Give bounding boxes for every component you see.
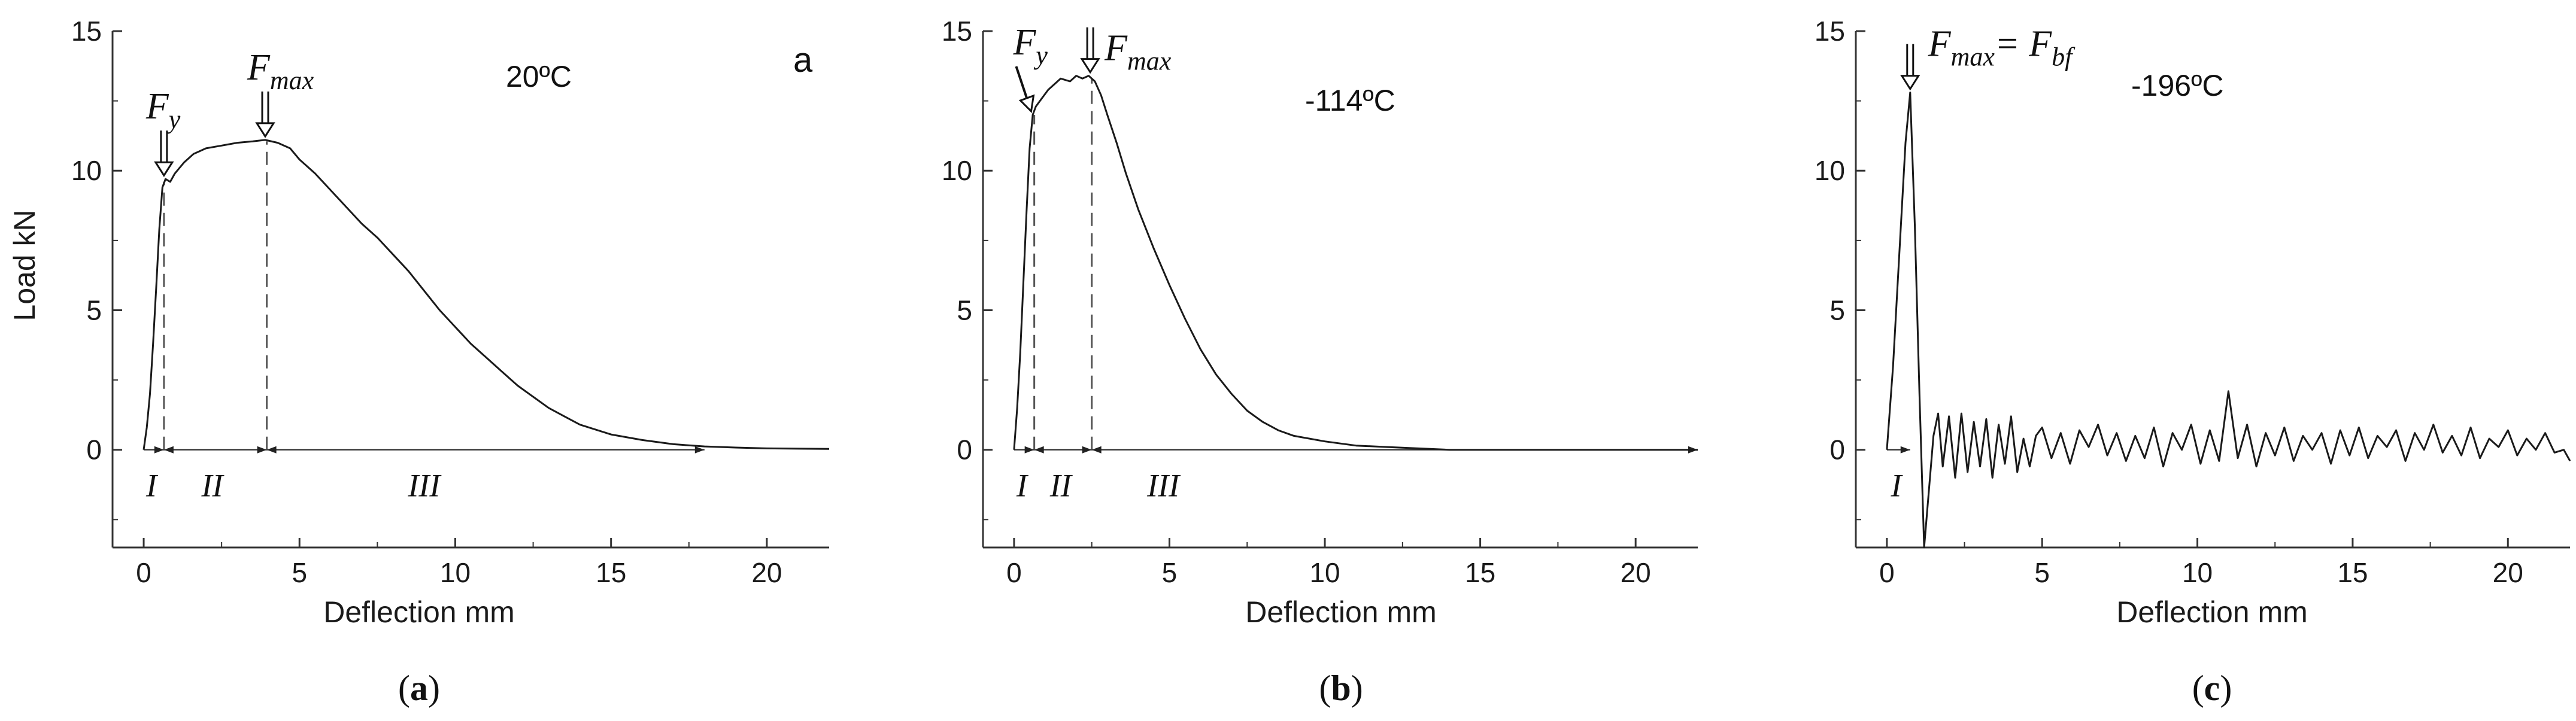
- y-tick-label: 0: [86, 434, 102, 466]
- x-tick-label: 5: [1162, 557, 1178, 588]
- stage-label: III: [1146, 468, 1181, 504]
- baseline-arrowhead: [1900, 446, 1910, 454]
- stage-arrowhead: [1024, 446, 1034, 454]
- y-tick-label: 10: [942, 155, 972, 186]
- stage-label: I: [1890, 468, 1903, 504]
- annotation-label: Fmax: [247, 47, 314, 95]
- y-tick-label: 5: [86, 294, 102, 325]
- stage-arrowhead: [257, 446, 267, 454]
- y-tick-label: 15: [942, 16, 972, 47]
- y-tick-label: 15: [1815, 16, 1845, 47]
- temperature-label: -114ºC: [1305, 84, 1395, 117]
- annotation-label: Fy: [145, 86, 181, 134]
- x-axis-title: Deflection mm: [1245, 595, 1437, 629]
- x-tick-label: 10: [1309, 557, 1340, 588]
- annotation-arrow-head: [1900, 75, 1920, 91]
- y-tick-label: 0: [957, 434, 972, 466]
- y-tick-label: 10: [1815, 155, 1845, 186]
- annotation-arrow-head: [255, 122, 275, 138]
- stage-arrowhead: [266, 446, 277, 454]
- x-tick-label: 15: [1465, 557, 1495, 588]
- load-deflection-curve: [142, 139, 830, 450]
- annotation-label: Fmax: [1104, 28, 1172, 76]
- annotation-label: Fmax= Fbf: [1928, 24, 2076, 72]
- x-tick-label: 20: [2493, 557, 2523, 588]
- x-tick-label: 20: [751, 557, 782, 588]
- panel-caption: (c): [2192, 668, 2232, 708]
- stage-label: III: [407, 468, 442, 504]
- annotation-arrow-head: [1080, 58, 1100, 74]
- x-tick-label: 0: [1879, 557, 1895, 588]
- temperature-label: -196ºC: [2131, 69, 2223, 102]
- y-tick-label: 0: [1829, 434, 1845, 466]
- x-tick-label: 5: [292, 557, 307, 588]
- stage-label: II: [1049, 468, 1073, 504]
- temperature-label: 20ºC: [506, 60, 572, 93]
- y-tick-label: 5: [1829, 294, 1845, 325]
- annotation-arrow-head: [1018, 94, 1035, 114]
- panel-caption: (a): [398, 668, 440, 708]
- load-deflection-curve: [1013, 75, 1698, 451]
- y-axis-title: Load kN: [8, 209, 41, 321]
- stage-arrowhead: [154, 446, 164, 454]
- x-tick-label: 5: [2034, 557, 2050, 588]
- x-tick-label: 20: [1621, 557, 1651, 588]
- x-axis-title: Deflection mm: [2116, 595, 2308, 629]
- x-tick-label: 10: [2182, 557, 2213, 588]
- x-tick-label: 0: [136, 557, 151, 588]
- annotation-label: Fy: [1012, 22, 1048, 70]
- panel-c: 0 5 10 15 20 0 5 10 15 Deflection mm I Fmax= Fbf -19…: [1815, 16, 2571, 708]
- annotation-arrow-head: [154, 161, 174, 178]
- baseline-arrowhead: [694, 446, 705, 454]
- panel-caption: (b): [1319, 668, 1363, 708]
- stage-label: I: [145, 468, 159, 504]
- x-tick-label: 15: [596, 557, 626, 588]
- panel-corner-label: a: [793, 41, 813, 80]
- y-tick-label: 10: [71, 155, 102, 186]
- stage-arrowhead: [1034, 446, 1044, 454]
- stage-label: I: [1016, 468, 1029, 504]
- x-tick-label: 10: [440, 557, 471, 588]
- stage-arrowhead: [163, 446, 174, 454]
- stage-arrowhead: [1091, 446, 1102, 454]
- load-deflection-curve: [1886, 92, 2571, 549]
- y-tick-label: 15: [71, 16, 102, 47]
- stage-arrowhead: [1082, 446, 1092, 454]
- x-tick-label: 0: [1006, 557, 1022, 588]
- y-tick-label: 5: [957, 294, 972, 325]
- x-axis-title: Deflection mm: [323, 595, 515, 629]
- x-tick-label: 15: [2337, 557, 2368, 588]
- stage-label: II: [201, 468, 225, 504]
